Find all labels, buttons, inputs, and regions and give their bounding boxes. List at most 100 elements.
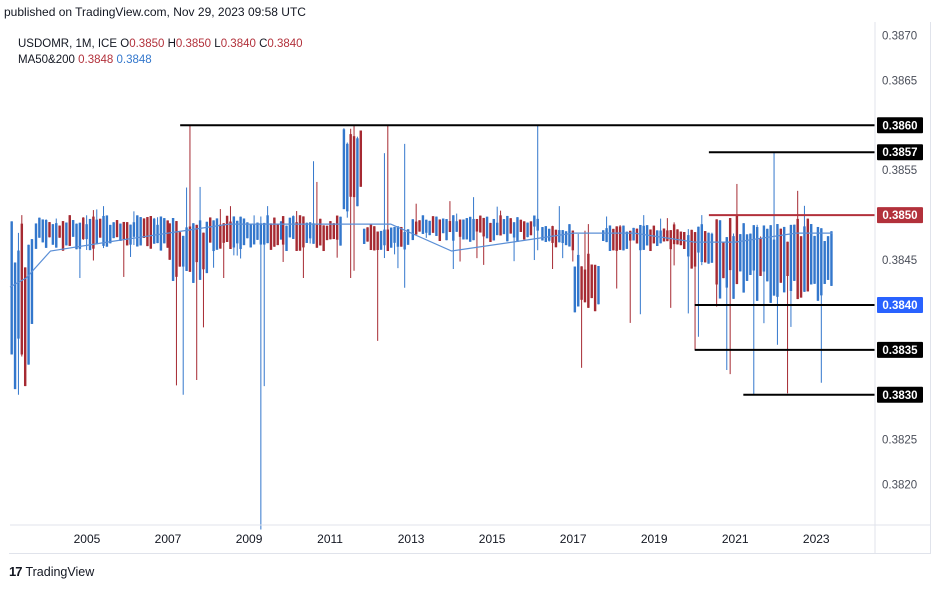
candle-body bbox=[732, 236, 735, 299]
candle-body bbox=[725, 237, 728, 288]
candle-body bbox=[75, 223, 78, 250]
candle-body bbox=[499, 215, 502, 236]
candle-body bbox=[813, 235, 816, 284]
candle-body bbox=[411, 219, 415, 241]
candle-body bbox=[690, 229, 693, 269]
legend-open-value: 0.3850 bbox=[129, 38, 165, 50]
tradingview-footer[interactable]: 17 TradingView bbox=[9, 564, 94, 579]
candle-body bbox=[522, 221, 526, 240]
candle-body bbox=[421, 215, 425, 234]
candle-body bbox=[672, 224, 676, 245]
candle-body bbox=[256, 222, 259, 240]
candle-body bbox=[396, 226, 400, 247]
candle-body bbox=[269, 223, 273, 250]
candle-body bbox=[593, 264, 597, 312]
candle-body bbox=[259, 223, 263, 245]
horizontal-levels-layer[interactable]: 0.3860 0.3857 0.3850 0.3840 0.3835 0.3830 bbox=[180, 117, 923, 403]
candle-body bbox=[786, 241, 789, 276]
y-tick-label: 0.3865 bbox=[882, 75, 917, 87]
candle-body bbox=[816, 226, 820, 301]
candle-body bbox=[722, 241, 725, 279]
candle-body bbox=[400, 226, 403, 247]
candle-body bbox=[65, 222, 68, 246]
candle-body bbox=[580, 266, 583, 300]
candle-body bbox=[492, 218, 496, 241]
candle-body bbox=[554, 229, 558, 248]
level-price-label: 0.3857 bbox=[882, 147, 917, 159]
candle-body bbox=[136, 215, 139, 247]
tradingview-brand: TradingView bbox=[25, 564, 95, 579]
candle-body bbox=[629, 230, 632, 241]
candle-body bbox=[728, 218, 732, 271]
price-chart[interactable]: 0.3860 0.3857 0.3850 0.3840 0.3835 0.3830 0.3… bbox=[0, 0, 939, 560]
candle-body bbox=[376, 231, 379, 251]
candle-body bbox=[266, 215, 269, 244]
candle-body bbox=[295, 222, 298, 251]
level-price-badge bbox=[877, 386, 923, 403]
candle-body bbox=[547, 228, 551, 241]
candle-body bbox=[512, 222, 516, 238]
candle-body bbox=[192, 223, 195, 283]
legend-low-value: 0.3840 bbox=[220, 38, 256, 50]
candle-body bbox=[219, 224, 222, 249]
candle-body bbox=[95, 219, 98, 245]
candle-body bbox=[92, 216, 95, 249]
candle-body bbox=[529, 221, 533, 236]
candle-body bbox=[168, 223, 171, 260]
candle-body bbox=[335, 215, 339, 240]
candle-body bbox=[519, 219, 523, 232]
level-price-label: 0.3840 bbox=[882, 300, 917, 312]
candle-body bbox=[156, 224, 159, 244]
candle-body bbox=[276, 224, 279, 246]
candle-body bbox=[544, 226, 548, 242]
y-tick-label: 0.3845 bbox=[882, 255, 917, 267]
candle-body bbox=[669, 230, 672, 250]
candle-body bbox=[495, 222, 499, 236]
candle-body bbox=[369, 224, 373, 251]
candle-body bbox=[44, 219, 48, 248]
candle-body bbox=[119, 223, 122, 241]
candle-body bbox=[352, 136, 356, 198]
candle-body bbox=[571, 230, 575, 251]
candle-body bbox=[468, 216, 472, 242]
candle-body bbox=[105, 215, 109, 247]
candle-body bbox=[823, 241, 826, 284]
y-tick-label: 0.3870 bbox=[882, 30, 917, 42]
candle-body bbox=[55, 223, 58, 248]
candle-body bbox=[61, 221, 65, 251]
candle-body bbox=[349, 134, 352, 197]
level-price-badge bbox=[877, 144, 923, 161]
candle-body bbox=[34, 223, 38, 249]
moving-average-layer bbox=[9, 223, 833, 288]
candle-body bbox=[762, 225, 766, 272]
published-header: published on TradingView.com, Nov 29, 20… bbox=[4, 5, 306, 19]
legend-high-value: 0.3850 bbox=[175, 38, 212, 50]
candle-body bbox=[448, 221, 452, 233]
candle-body bbox=[178, 232, 182, 267]
candle-body bbox=[292, 216, 295, 239]
candle-body bbox=[373, 226, 376, 251]
candle-body bbox=[755, 227, 759, 301]
legend-ohlc-row: USDOMR, 1M, ICE O0.3850 H0.3850 L0.3840 … bbox=[18, 36, 303, 52]
candle-body bbox=[342, 129, 346, 210]
level-price-badge bbox=[877, 117, 923, 134]
candle-body bbox=[564, 231, 568, 246]
legend-close-value: 0.3840 bbox=[267, 38, 303, 50]
candle-body bbox=[779, 228, 783, 283]
candle-body bbox=[215, 218, 219, 250]
x-tick-label: 2011 bbox=[317, 532, 343, 546]
candle-body bbox=[573, 266, 577, 313]
candle-body bbox=[568, 224, 571, 247]
candle-body bbox=[149, 216, 153, 249]
candle-body bbox=[618, 226, 622, 250]
candle-body bbox=[482, 217, 485, 237]
candle-body bbox=[10, 221, 13, 355]
candle-body bbox=[826, 236, 830, 280]
x-tick-label: 2023 bbox=[803, 532, 830, 546]
y-tick-label: 0.3820 bbox=[882, 480, 917, 492]
x-tick-label: 2007 bbox=[155, 532, 182, 546]
legend-high-label: H bbox=[167, 38, 176, 50]
candle-body bbox=[195, 224, 198, 263]
candle-body bbox=[745, 234, 749, 281]
candle-body bbox=[418, 220, 421, 232]
